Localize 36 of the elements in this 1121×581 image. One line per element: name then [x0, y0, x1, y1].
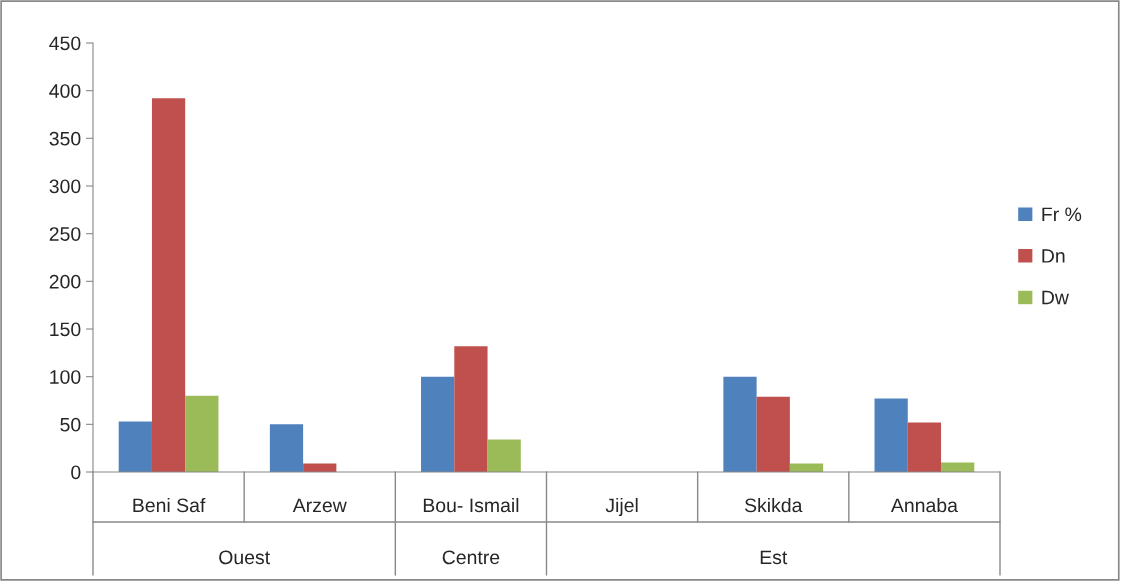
text: Est	[760, 550, 788, 565]
y-tick-label: 300	[49, 179, 81, 194]
bar	[185, 395, 219, 472]
text: Centre	[442, 550, 500, 565]
x-tick-label: Skikda	[744, 497, 803, 513]
y-tick-label: 100	[50, 370, 81, 384]
y-tick-label: 450	[49, 36, 81, 51]
bar	[269, 424, 304, 472]
bar	[723, 376, 757, 472]
legend-label: Dn	[1042, 249, 1065, 263]
y-tick-label: 50	[60, 417, 81, 432]
bar	[789, 463, 824, 472]
bar	[303, 463, 337, 472]
x-tick-label: Bou- Ismail	[423, 497, 519, 513]
bar	[907, 422, 942, 472]
text: Ouest	[219, 550, 270, 565]
x-tick-label: Annaba	[890, 497, 958, 513]
bar	[941, 462, 975, 472]
bar	[874, 398, 908, 472]
y-tick-label: 400	[49, 84, 81, 98]
x-tick-label: Beni Saf	[133, 497, 206, 513]
bar	[151, 98, 186, 472]
bar	[756, 396, 790, 472]
x-tick-label: Jijel	[605, 497, 638, 517]
y-tick-label: 250	[49, 227, 81, 241]
y-tick-label: 350	[49, 131, 81, 146]
bar	[487, 439, 521, 472]
y-tick-label: 150	[50, 322, 81, 337]
y-tick-label: 200	[49, 274, 81, 289]
bar	[421, 376, 455, 472]
bar	[118, 421, 152, 472]
legend-label: Fr %	[1042, 207, 1082, 222]
bar	[454, 346, 488, 472]
legend-label: Dw	[1042, 290, 1069, 305]
y-tick-label: 0	[71, 465, 81, 480]
x-tick-label: Arzew	[292, 498, 347, 513]
